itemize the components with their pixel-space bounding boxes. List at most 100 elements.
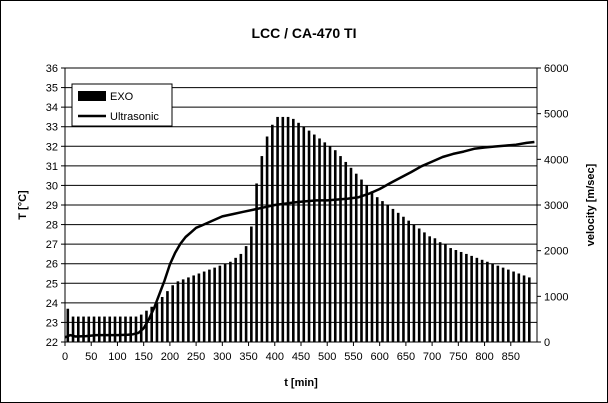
bar-exo	[365, 185, 369, 342]
y-tick-label: 30	[46, 180, 58, 192]
bar-exo	[344, 161, 348, 342]
bar-exo	[370, 191, 374, 342]
bar-exo	[223, 263, 227, 342]
y-tick-label: 24	[46, 298, 58, 310]
bar-exo	[265, 136, 269, 342]
bar-exo	[459, 251, 463, 342]
y2-tick-label: 5000	[544, 109, 568, 121]
bar-exo	[407, 220, 410, 342]
bar-exo	[139, 314, 143, 342]
bar-exo	[202, 271, 206, 342]
y-tick-label: 27	[46, 239, 58, 251]
bar-exo	[512, 271, 515, 342]
bar-exo	[92, 316, 96, 342]
bar-exo	[255, 183, 258, 342]
bar-exo	[71, 316, 75, 342]
bar-exo	[486, 261, 489, 342]
bar-exo	[124, 316, 127, 342]
bar-exo	[234, 257, 237, 342]
bar-exo	[475, 257, 479, 342]
y2-tick-label: 3000	[544, 200, 568, 212]
legend-label-ultrasonic: Ultrasonic	[110, 111, 159, 123]
bar-exo	[312, 134, 316, 342]
x-tick-label: 0	[62, 351, 68, 363]
bar-exo	[396, 212, 400, 342]
bar-exo	[187, 277, 190, 342]
y-tick-label: 34	[46, 102, 58, 114]
bar-exo	[113, 316, 117, 342]
bar-exo	[501, 267, 505, 342]
bar-exo	[402, 216, 405, 342]
bar-exo	[82, 316, 85, 342]
bar-exo	[381, 201, 384, 342]
x-tick-label: 50	[85, 351, 97, 363]
x-tick-label: 650	[397, 351, 415, 363]
x-tick-label: 450	[292, 351, 310, 363]
bar-exo	[417, 228, 421, 342]
bar-exo	[281, 116, 285, 342]
x-tick-label: 600	[370, 351, 388, 363]
bar-exo	[465, 253, 468, 342]
bar-exo	[496, 265, 500, 342]
y-tick-label: 22	[46, 337, 58, 349]
bar-exo	[87, 316, 91, 342]
y-tick-label: 25	[46, 278, 58, 290]
bar-exo	[208, 269, 211, 342]
y2-axis-title: velocity [m/sec]	[585, 163, 597, 246]
x-tick-label: 700	[423, 351, 441, 363]
y-tick-label: 36	[46, 63, 58, 75]
legend-swatch-exo	[78, 91, 106, 101]
bar-exo	[333, 150, 337, 342]
bar-exo	[108, 316, 112, 342]
bar-exo	[276, 116, 279, 342]
chart-title: LCC / CA-470 TI	[251, 25, 356, 41]
legend: EXO Ultrasonic	[71, 83, 173, 127]
legend-box	[71, 83, 173, 127]
bar-exo	[517, 273, 521, 342]
bar-exo	[260, 156, 264, 342]
bar-exo	[192, 275, 195, 342]
y2-tick-label: 0	[544, 337, 550, 349]
bar-exo	[176, 281, 180, 342]
y-tick-label: 28	[46, 220, 58, 232]
y-tick-label: 31	[46, 161, 58, 173]
bar-exo	[76, 316, 80, 342]
bar-exo	[433, 238, 437, 342]
bar-exo	[213, 267, 216, 342]
bar-exo	[528, 277, 531, 342]
y-tick-label: 26	[46, 259, 58, 271]
bar-exo	[302, 126, 306, 342]
bar-exo	[391, 208, 395, 342]
bar-exo	[360, 179, 363, 342]
bar-exo	[66, 308, 70, 342]
bar-exo	[171, 285, 174, 342]
bar-exo	[103, 316, 106, 342]
bar-exo	[438, 242, 442, 342]
x-tick-label: 800	[475, 351, 493, 363]
bar-exo	[244, 246, 248, 342]
bar-exo	[145, 310, 148, 342]
x-axis-title: t [min]	[284, 377, 318, 389]
bar-exo	[454, 250, 458, 342]
bar-exo	[449, 248, 452, 342]
bar-exo	[491, 263, 494, 342]
line-series-ultrasonic	[64, 140, 535, 339]
y-tick-label: 35	[46, 83, 58, 95]
bar-exo	[328, 146, 332, 342]
x-tick-label: 300	[213, 351, 231, 363]
y-tick-label: 23	[46, 317, 58, 329]
legend-label-exo: EXO	[110, 91, 134, 103]
bar-exo	[507, 269, 510, 342]
x-tick-label: 200	[161, 351, 179, 363]
line-ultrasonic	[64, 140, 535, 339]
bar-exo	[181, 279, 185, 342]
bar-exo	[480, 259, 484, 342]
bar-exo	[197, 273, 201, 342]
bar-exo	[354, 173, 358, 342]
bar-exo	[218, 265, 222, 342]
bar-exo	[292, 118, 295, 342]
x-tick-label: 400	[266, 351, 284, 363]
axis-ticks: 2223242526272829303132333435360100020003…	[46, 63, 569, 363]
